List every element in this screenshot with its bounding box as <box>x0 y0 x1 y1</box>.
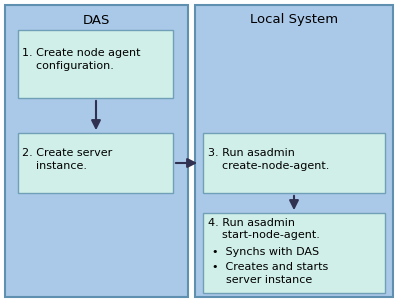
Text: DAS: DAS <box>82 14 110 26</box>
FancyBboxPatch shape <box>203 213 385 293</box>
Text: 1. Create node agent
    configuration.: 1. Create node agent configuration. <box>22 48 140 71</box>
Text: 3. Run asadmin
    create-node-agent.: 3. Run asadmin create-node-agent. <box>208 148 330 171</box>
FancyBboxPatch shape <box>18 30 173 98</box>
Text: 4. Run asadmin: 4. Run asadmin <box>208 218 295 228</box>
FancyBboxPatch shape <box>5 5 188 297</box>
FancyBboxPatch shape <box>195 5 393 297</box>
FancyBboxPatch shape <box>203 133 385 193</box>
Text: start-node-agent.: start-node-agent. <box>208 230 320 240</box>
FancyBboxPatch shape <box>18 133 173 193</box>
Text: 2. Create server
    instance.: 2. Create server instance. <box>22 148 112 171</box>
Text: Local System: Local System <box>250 14 338 26</box>
Text: •  Synchs with DAS: • Synchs with DAS <box>212 247 319 257</box>
Text: •  Creates and starts
    server instance: • Creates and starts server instance <box>212 262 328 285</box>
